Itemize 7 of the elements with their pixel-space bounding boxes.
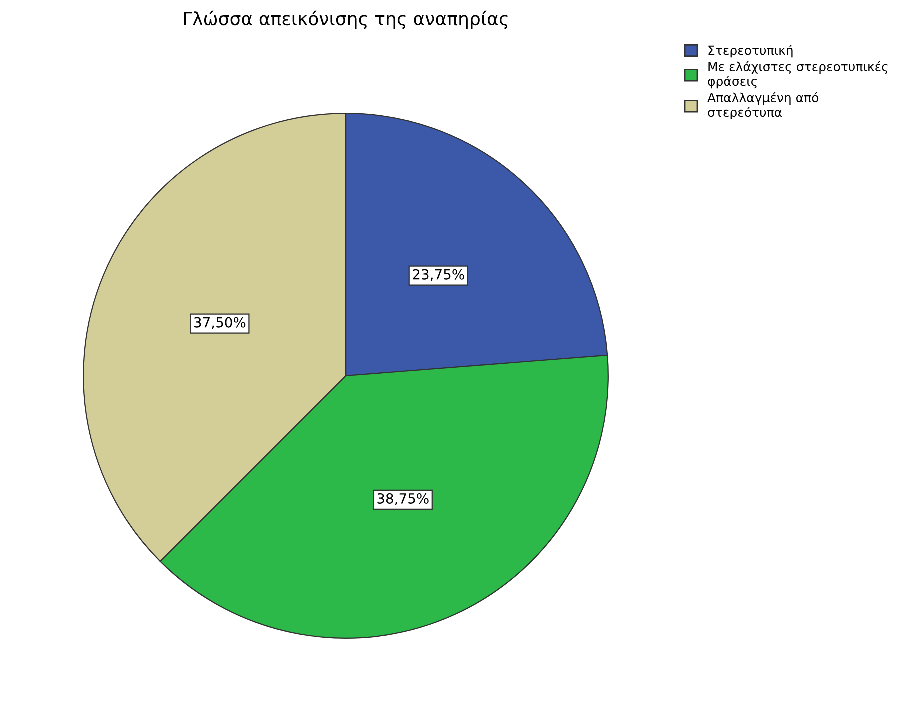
legend-label: Απαλλαγμένη από στερεότυπα bbox=[708, 92, 819, 120]
chart-title: Γλώσσα απεικόνισης της αναπηρίας bbox=[184, 10, 508, 30]
data-label: 23,75% bbox=[413, 269, 464, 282]
data-label: 38,75% bbox=[378, 493, 429, 506]
legend-label: Με ελάχιστες στερεοτυπικές φράσεις bbox=[708, 61, 888, 89]
legend-label: Στερεοτυπική bbox=[708, 45, 793, 58]
data-label: 37,50% bbox=[194, 317, 246, 330]
